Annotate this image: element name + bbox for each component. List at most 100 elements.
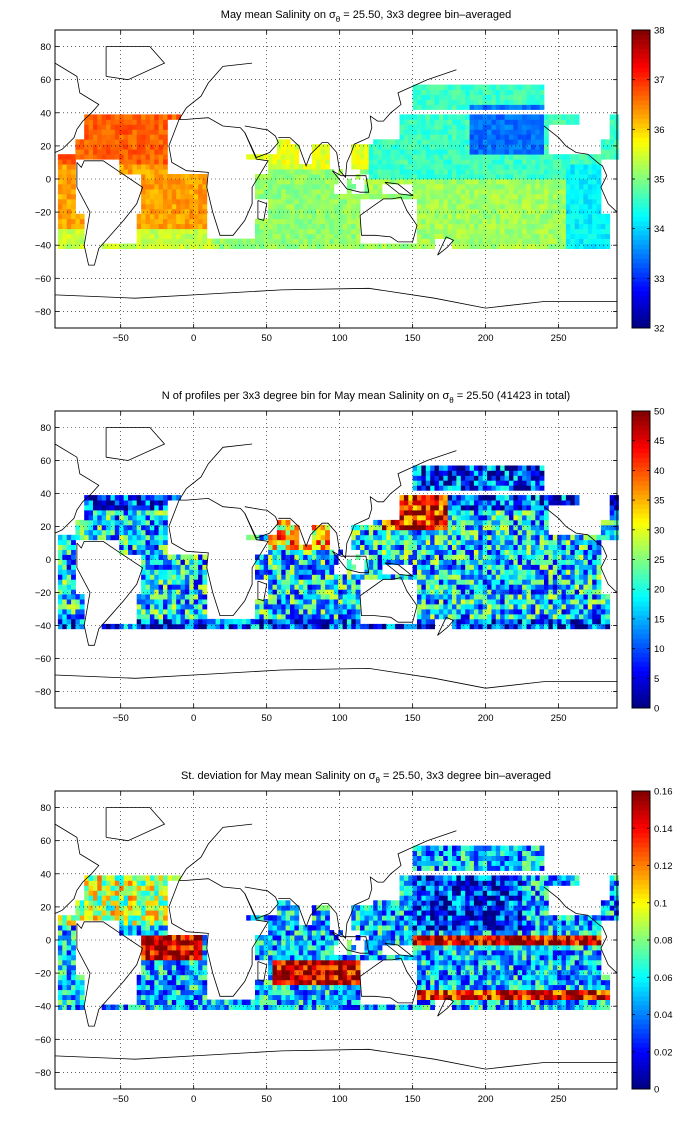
heat-cell xyxy=(290,534,295,541)
heat-cell xyxy=(184,218,190,225)
heat-cell xyxy=(539,233,545,239)
heat-cell xyxy=(491,594,497,600)
heat-cell xyxy=(351,164,357,170)
heat-cell xyxy=(62,564,68,570)
colorbar-swatch xyxy=(632,76,650,82)
heat-cell xyxy=(163,154,168,160)
heat-cell xyxy=(456,589,462,595)
heat-cell xyxy=(57,594,63,600)
heat-cell xyxy=(106,144,111,150)
heat-cell xyxy=(329,574,335,580)
heat-cell xyxy=(465,510,470,516)
heat-cell xyxy=(421,188,427,195)
heat-cell xyxy=(605,223,611,230)
heat-cell xyxy=(316,188,322,195)
heat-cell xyxy=(268,544,273,550)
heat-cell xyxy=(101,505,107,511)
heat-cell xyxy=(495,218,501,225)
heat-cell xyxy=(176,579,181,585)
heat-cell xyxy=(136,599,142,605)
heat-cell xyxy=(522,213,527,220)
heat-cell xyxy=(460,623,466,630)
coastline xyxy=(76,160,144,266)
heat-cell xyxy=(456,594,462,600)
heat-cell xyxy=(565,188,571,195)
heat-cell xyxy=(473,584,479,590)
heat-cell xyxy=(587,159,593,165)
heat-cell xyxy=(465,89,470,95)
heat-cell xyxy=(307,599,313,605)
heat-cell xyxy=(513,233,519,239)
heat-cell xyxy=(276,208,282,215)
heat-cell xyxy=(452,594,457,600)
heat-cell xyxy=(504,154,510,160)
heat-cell xyxy=(570,495,576,501)
heat-cell xyxy=(97,144,103,150)
heat-cell xyxy=(342,203,348,210)
heat-cell xyxy=(268,243,273,249)
heat-cell xyxy=(587,544,593,550)
heat-cell xyxy=(198,594,203,600)
heat-cell xyxy=(434,174,440,180)
heat-cell xyxy=(320,614,326,620)
heat-cell xyxy=(149,164,155,170)
heat-cell xyxy=(307,559,313,565)
heat-cell xyxy=(403,515,409,521)
heat-cell xyxy=(290,554,295,560)
heat-cell xyxy=(522,534,527,541)
heat-cell xyxy=(154,238,160,244)
heat-cell xyxy=(255,574,260,580)
heat-cell xyxy=(268,213,273,220)
heat-cell xyxy=(425,539,431,545)
heat-cell xyxy=(491,614,497,620)
heat-cell xyxy=(465,159,470,165)
heat-cell xyxy=(526,114,532,120)
heat-cell xyxy=(421,510,427,516)
heat-cell xyxy=(110,149,116,155)
heat-cell xyxy=(154,129,160,135)
heat-cell xyxy=(600,238,606,244)
heat-cell xyxy=(101,623,107,630)
heat-cell xyxy=(561,544,567,550)
heat-cell xyxy=(478,599,484,605)
heat-cell xyxy=(583,174,589,180)
heat-cell xyxy=(351,589,357,595)
coastline xyxy=(437,236,455,256)
heat-cell xyxy=(565,589,571,595)
heat-cell xyxy=(184,184,190,190)
heat-cell xyxy=(57,549,63,555)
heat-cell xyxy=(548,243,554,249)
heat-cell xyxy=(557,589,562,595)
heat-cell xyxy=(382,164,387,170)
heat-cell xyxy=(403,524,409,531)
heat-cell xyxy=(136,594,142,600)
heat-cell xyxy=(202,564,208,570)
colorbar-swatch xyxy=(632,234,650,241)
heat-cell xyxy=(548,500,554,506)
heat-cell xyxy=(184,238,190,244)
heat-cell xyxy=(465,500,470,506)
heat-cell xyxy=(403,534,409,541)
heat-cell xyxy=(456,89,462,95)
heat-cell xyxy=(438,89,444,95)
heat-cell xyxy=(399,544,405,550)
heat-cell xyxy=(438,574,444,580)
heat-cell xyxy=(281,609,287,615)
heat-cell xyxy=(412,465,418,471)
heat-cell xyxy=(158,184,164,190)
heat-cell xyxy=(338,198,343,205)
heat-cell xyxy=(145,524,151,531)
x-tick-label: 250 xyxy=(551,333,567,344)
heat-cell xyxy=(447,475,453,481)
heat-cell xyxy=(430,144,435,150)
heat-cell xyxy=(285,218,291,225)
heat-cell xyxy=(136,159,142,165)
heat-cell xyxy=(66,618,72,625)
heat-cell xyxy=(552,243,558,249)
heat-cell xyxy=(202,599,208,605)
heat-cell xyxy=(425,198,431,205)
heat-cell xyxy=(517,213,523,220)
heat-cell xyxy=(539,238,545,244)
heat-cell xyxy=(101,243,107,249)
heat-cell xyxy=(382,529,387,536)
